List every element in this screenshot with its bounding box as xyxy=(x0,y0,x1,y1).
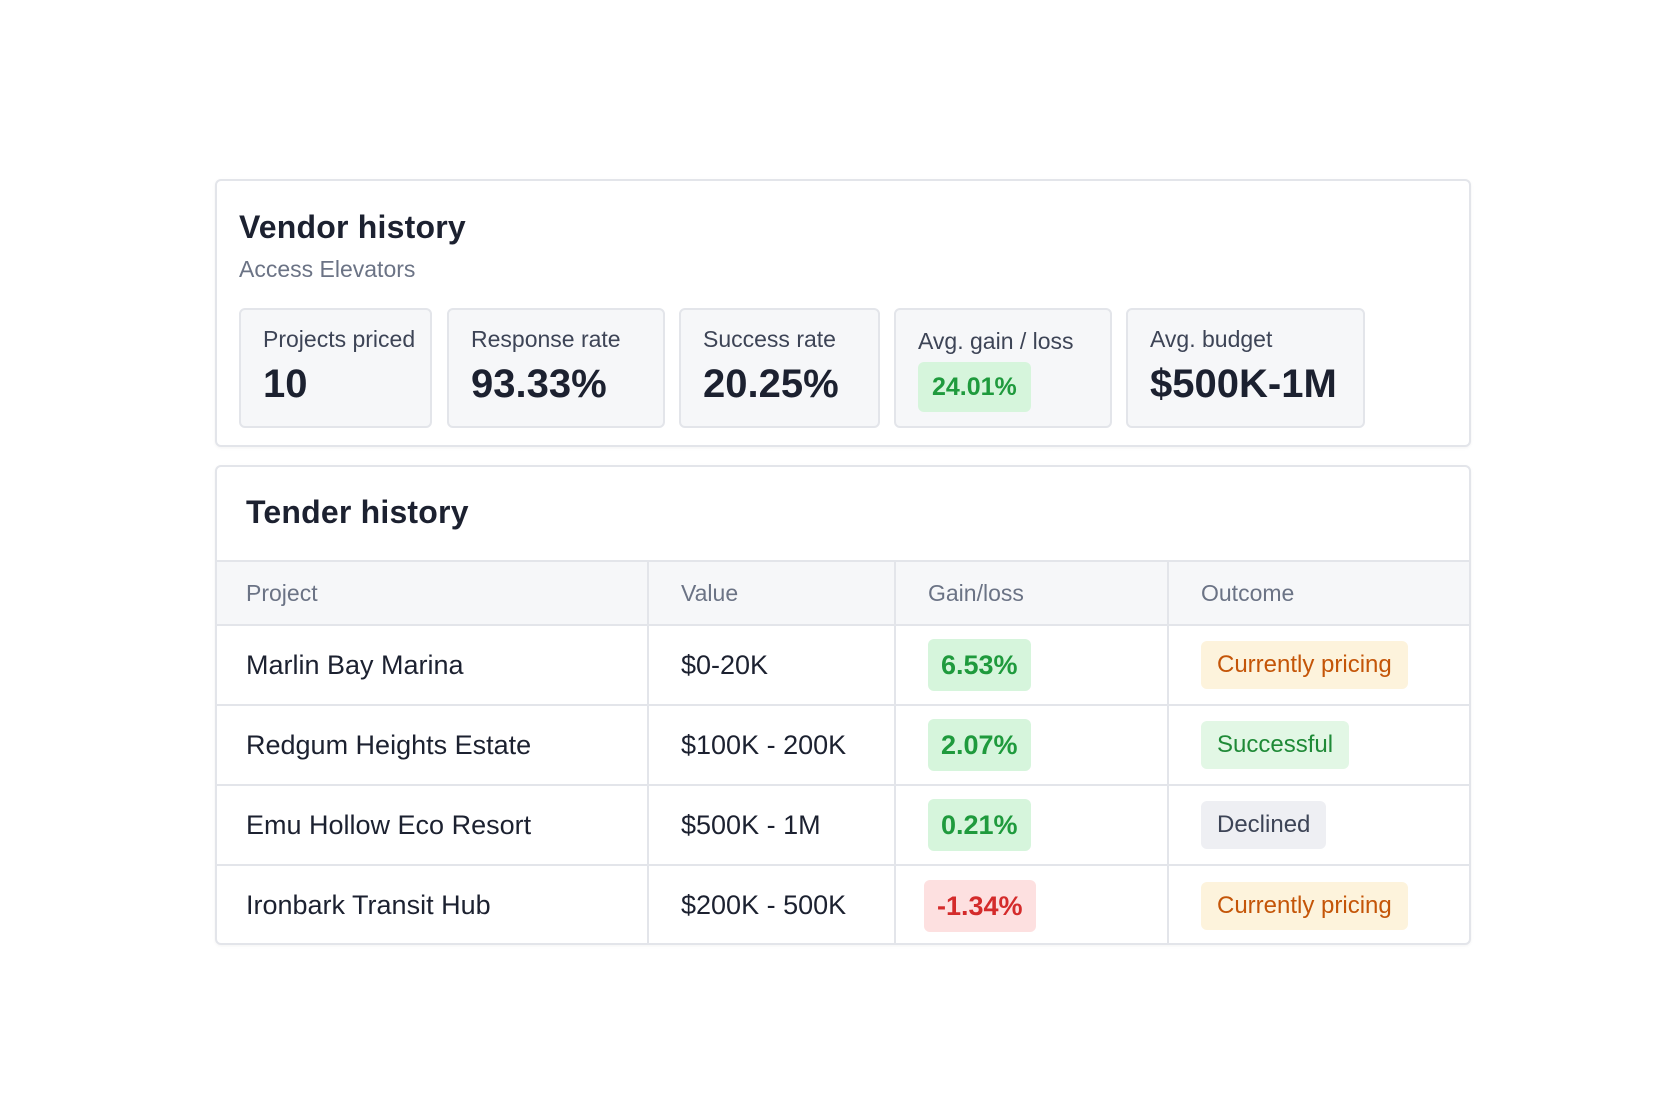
gain-badge: 6.53% xyxy=(928,639,1031,691)
stat-label: Avg. gain / loss xyxy=(918,328,1074,354)
outcome-cell: Successful xyxy=(1168,704,1469,785)
outcome-badge: Successful xyxy=(1201,721,1350,769)
stat-avg-budget: Avg. budget $500K-1M xyxy=(1126,308,1365,428)
stat-success-rate: Success rate 20.25% xyxy=(679,308,880,428)
column-header-project[interactable]: Project xyxy=(217,560,649,625)
project-cell: Ironbark Transit Hub xyxy=(217,864,649,943)
project-cell: Redgum Heights Estate xyxy=(217,704,649,785)
stat-label: Success rate xyxy=(703,326,836,352)
table-row[interactable]: Emu Hollow Eco Resort $500K - 1M 0.21% D… xyxy=(217,784,1469,865)
outcome-cell: Currently pricing xyxy=(1168,864,1469,943)
stat-value: 20.25% xyxy=(703,362,839,406)
outcome-cell: Declined xyxy=(1168,784,1469,865)
value-cell: $0-20K xyxy=(648,624,896,705)
table-header-row: Project Value Gain/loss Outcome xyxy=(217,560,1469,625)
vendor-name: Access Elevators xyxy=(239,256,416,282)
gain-cell: 0.21% xyxy=(895,784,1169,865)
outcome-badge: Currently pricing xyxy=(1201,641,1408,689)
outcome-badge: Currently pricing xyxy=(1201,881,1408,930)
stat-value: 10 xyxy=(263,362,308,406)
column-header-outcome[interactable]: Outcome xyxy=(1168,560,1469,625)
stat-label: Projects priced xyxy=(263,326,416,352)
table-row[interactable]: Marlin Bay Marina $0-20K 6.53% Currently… xyxy=(217,624,1469,705)
stat-gain-badge: 24.01% xyxy=(918,362,1031,412)
table-row[interactable]: Ironbark Transit Hub $200K - 500K -1.34%… xyxy=(217,864,1469,943)
value-cell: $200K - 500K xyxy=(648,864,896,943)
table-row[interactable]: Redgum Heights Estate $100K - 200K 2.07%… xyxy=(217,704,1469,785)
vendor-history-title: Vendor history xyxy=(239,209,466,245)
outcome-cell: Currently pricing xyxy=(1168,624,1469,705)
gain-cell: 2.07% xyxy=(895,704,1169,785)
stat-label: Avg. budget xyxy=(1150,326,1273,352)
outcome-badge: Declined xyxy=(1201,801,1327,849)
stat-value: $500K-1M xyxy=(1150,362,1337,406)
gain-badge: 2.07% xyxy=(928,719,1031,771)
gain-badge: -1.34% xyxy=(924,879,1036,932)
project-cell: Marlin Bay Marina xyxy=(217,624,649,705)
stat-projects-priced: Projects priced 10 xyxy=(239,308,432,428)
stat-label: Response rate xyxy=(471,326,621,352)
column-header-gain-loss[interactable]: Gain/loss xyxy=(895,560,1169,625)
stat-avg-gain-loss: Avg. gain / loss 24.01% xyxy=(894,308,1112,428)
tender-history-card: Tender history Project Value Gain/loss O… xyxy=(215,465,1471,945)
gain-cell: -1.34% xyxy=(895,864,1169,943)
stat-value: 93.33% xyxy=(471,362,607,406)
tender-history-title: Tender history xyxy=(246,494,469,530)
gain-badge: 0.21% xyxy=(928,799,1031,851)
vendor-history-card: Vendor history Access Elevators Projects… xyxy=(215,179,1471,447)
project-cell: Emu Hollow Eco Resort xyxy=(217,784,649,865)
tender-history-table: Project Value Gain/loss Outcome Marlin B… xyxy=(217,560,1469,943)
value-cell: $100K - 200K xyxy=(648,704,896,785)
gain-cell: 6.53% xyxy=(895,624,1169,705)
value-cell: $500K - 1M xyxy=(648,784,896,865)
stat-response-rate: Response rate 93.33% xyxy=(447,308,665,428)
column-header-value[interactable]: Value xyxy=(648,560,896,625)
